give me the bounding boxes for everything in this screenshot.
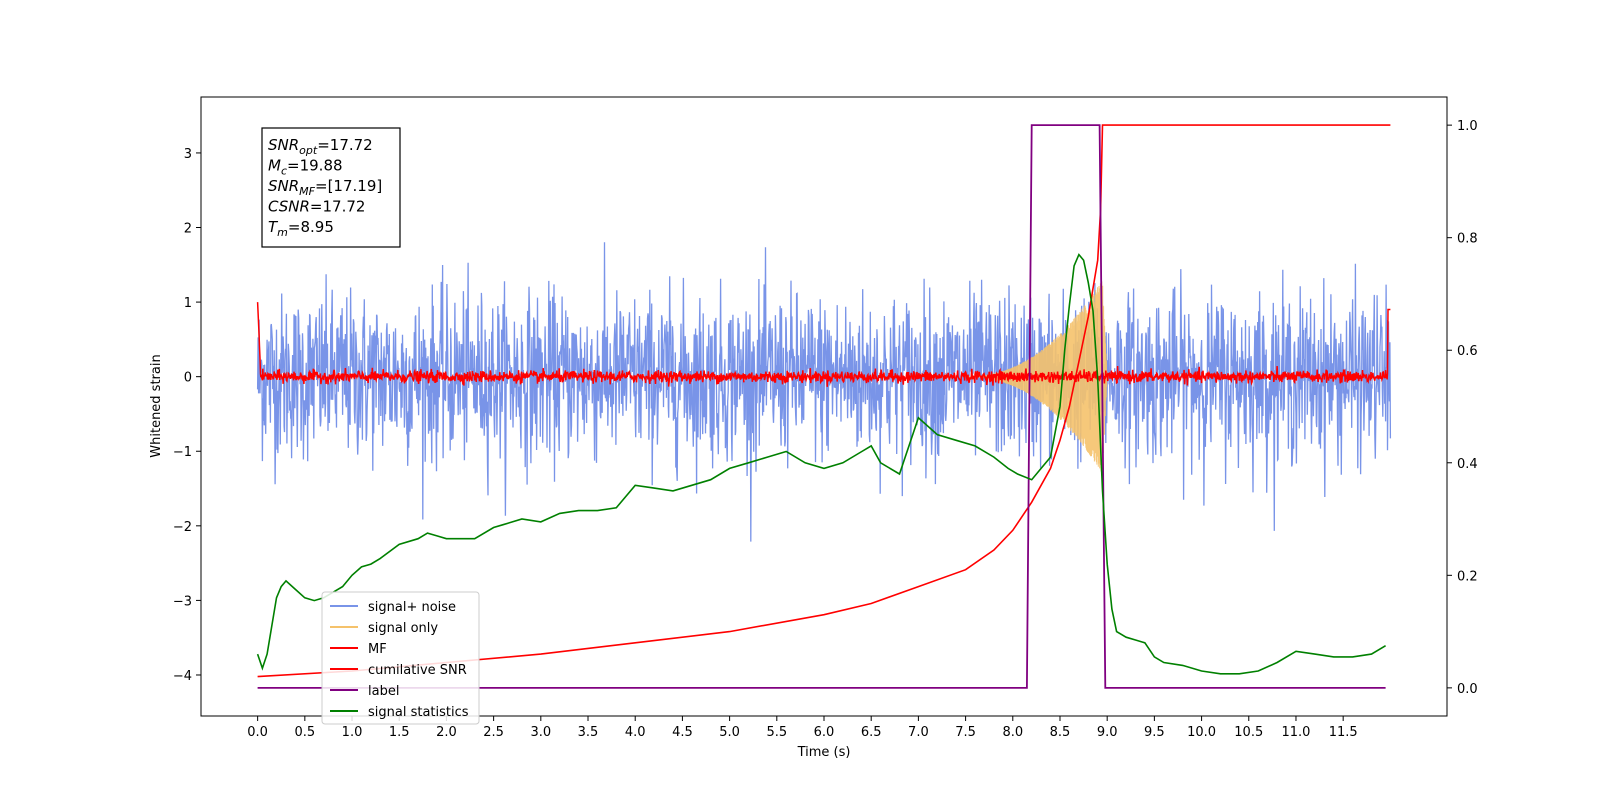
legend-entry: signal statistics <box>368 705 469 720</box>
stats-subscript: m <box>277 226 288 239</box>
x-tick-label: 1.5 <box>389 725 410 740</box>
x-tick-label: 6.0 <box>814 725 835 740</box>
stats-line: SNRMF=[17.19] <box>268 177 382 198</box>
x-tick-label: 4.0 <box>625 725 646 740</box>
y-tick-label: −3 <box>173 594 192 609</box>
series-signal-plus-noise <box>256 242 1392 542</box>
x-tick-label: 7.0 <box>908 725 929 740</box>
x-axis-label: Time (s) <box>797 745 851 760</box>
stats-value: =17.72 <box>317 136 373 154</box>
x-tick-label: 0.0 <box>247 725 268 740</box>
x-tick-label: 10.0 <box>1187 725 1216 740</box>
stats-box: SNRopt=17.72Mc=19.88SNRMF=[17.19]CSNR=17… <box>261 127 401 248</box>
y-tick-label: −2 <box>173 520 192 535</box>
stats-symbol: SNR <box>268 177 299 195</box>
x-tick-label: 9.0 <box>1097 725 1118 740</box>
x-tick-label: 3.0 <box>530 725 551 740</box>
x-tick-label: 4.5 <box>672 725 693 740</box>
x-tick-label: 0.5 <box>294 725 315 740</box>
stats-value: =17.72 <box>310 198 366 216</box>
stats-subscript: opt <box>299 144 318 157</box>
y-axis-right: 1.0 0.8 0.6 0.4 0.2 0.0 <box>1447 119 1478 697</box>
x-tick-label: 1.0 <box>342 725 363 740</box>
x-tick-label: 11.0 <box>1281 725 1310 740</box>
y-tick-label: 2 <box>184 222 192 237</box>
x-tick-label: 2.0 <box>436 725 457 740</box>
x-axis: 0.0 0.5 1.0 1.5 2.0 2.5 3.0 3.5 4.0 4.5 5.0 5.5 6.0 6… <box>247 716 1358 740</box>
stats-symbol: T <box>268 218 279 236</box>
y-tick-label: 0 <box>184 371 192 386</box>
plot-area <box>200 96 1448 717</box>
y2-tick-label: 0.6 <box>1457 344 1478 359</box>
y2-tick-label: 0.4 <box>1457 457 1478 472</box>
stats-symbol: CSNR <box>268 198 310 216</box>
stats-value: =[17.19] <box>315 177 382 195</box>
legend-entry: signal only <box>368 621 438 636</box>
legend-frame <box>321 591 480 725</box>
x-tick-label: 3.5 <box>578 725 599 740</box>
y2-tick-label: 0.0 <box>1457 682 1478 697</box>
stats-line: CSNR=17.72 <box>268 198 365 216</box>
y-axis-label: Whitened strain <box>149 354 164 457</box>
legend: signal+ noise signal only MF cumilative SNR… <box>321 591 480 725</box>
legend-entry: signal+ noise <box>368 600 456 615</box>
y2-tick-label: 0.2 <box>1457 569 1478 584</box>
stats-subscript: MF <box>299 185 315 198</box>
stats-symbol: SNR <box>268 136 299 154</box>
stats-subscript: c <box>281 165 287 178</box>
x-tick-label: 11.5 <box>1329 725 1358 740</box>
x-tick-label: 8.0 <box>1002 725 1023 740</box>
stats-line: Mc=19.88 <box>268 157 343 178</box>
x-tick-label: 8.5 <box>1050 725 1071 740</box>
series-cumulative-snr <box>257 124 1391 678</box>
stats-line: SNRopt=17.72 <box>268 136 373 157</box>
stats-value: =8.95 <box>288 218 334 236</box>
series-label <box>257 124 1386 689</box>
y-tick-label: 1 <box>184 296 192 311</box>
series-mf <box>256 302 1391 387</box>
x-tick-label: 10.5 <box>1234 725 1263 740</box>
x-tick-label: 7.5 <box>955 725 976 740</box>
y-tick-label: −4 <box>173 669 192 684</box>
x-tick-label: 5.5 <box>766 725 787 740</box>
y2-tick-label: 0.8 <box>1457 232 1478 247</box>
series-signal-statistics <box>256 253 1387 675</box>
x-tick-label: 6.5 <box>861 725 882 740</box>
stats-line: Tm=8.95 <box>268 218 334 239</box>
y-tick-label: −1 <box>173 445 192 460</box>
stats-box-frame <box>261 127 401 248</box>
series-layer <box>256 124 1392 689</box>
legend-entry: MF <box>368 642 387 657</box>
x-tick-label: 9.5 <box>1144 725 1165 740</box>
stats-value: =19.88 <box>287 157 343 175</box>
x-tick-label: 5.0 <box>719 725 740 740</box>
legend-entry: label <box>368 684 399 699</box>
legend-entry: cumilative SNR <box>368 663 467 678</box>
y-tick-label: 3 <box>184 147 192 162</box>
x-tick-label: 2.5 <box>483 725 504 740</box>
y-axis-left: 3 2 1 0 −1 −2 −3 −4 <box>173 147 201 684</box>
stats-symbol: M <box>268 157 281 175</box>
y2-tick-label: 1.0 <box>1457 119 1478 134</box>
